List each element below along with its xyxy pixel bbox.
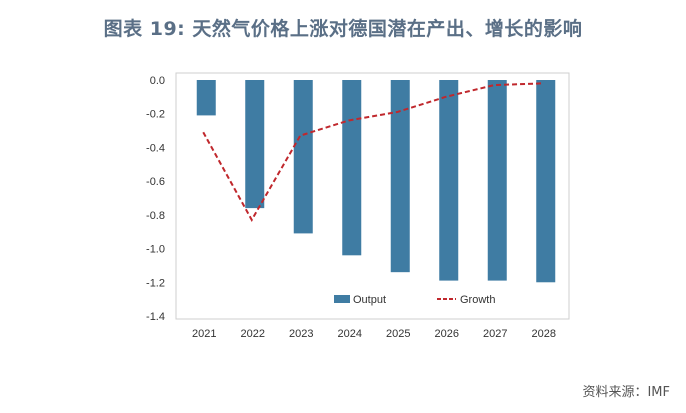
output-bars xyxy=(196,80,556,283)
y-axis: 0.0 -0.2 -0.4 -0.6 -0.8 -1.0 -1.2 -1.4 xyxy=(146,75,165,323)
x-tick-label: 2024 xyxy=(338,328,362,340)
output-bar-2024 xyxy=(342,80,362,256)
x-tick-label: 2023 xyxy=(289,328,313,340)
output-bar-2027 xyxy=(487,80,507,281)
x-axis: 2021 2022 2023 2024 2025 2026 2027 2028 xyxy=(192,328,556,340)
legend-label-growth: Growth xyxy=(460,294,495,306)
x-tick-label: 2025 xyxy=(386,328,410,340)
y-tick-label: -1.4 xyxy=(146,311,165,323)
y-tick-label: -0.8 xyxy=(146,210,165,222)
output-bar-2028 xyxy=(536,80,556,283)
growth-line xyxy=(202,82,543,222)
x-tick-label: 2021 xyxy=(192,328,216,340)
output-bar-2026 xyxy=(439,80,459,281)
legend: Output Growth xyxy=(334,294,495,306)
output-bar-2025 xyxy=(390,80,410,273)
output-bar-2023 xyxy=(293,80,313,234)
source-note: 资料来源：IMF xyxy=(582,385,670,400)
growth-series-line xyxy=(202,82,543,222)
legend-swatch-output xyxy=(334,295,350,303)
y-tick-label: -1.0 xyxy=(146,244,165,256)
y-tick-label: -1.2 xyxy=(146,277,165,289)
output-bar-2021 xyxy=(196,80,216,116)
y-tick-label: 0.0 xyxy=(150,75,165,87)
plot-frame xyxy=(175,72,570,320)
y-tick-label: -0.2 xyxy=(146,109,165,121)
output-bar-2022 xyxy=(245,80,265,209)
x-tick-label: 2026 xyxy=(435,328,459,340)
x-tick-label: 2027 xyxy=(483,328,507,340)
x-tick-label: 2028 xyxy=(532,328,556,340)
y-tick-label: -0.6 xyxy=(146,176,165,188)
y-tick-label: -0.4 xyxy=(146,142,165,154)
x-tick-label: 2022 xyxy=(241,328,265,340)
chart-title: 图表 19: 天然气价格上涨对德国潜在产出、增长的影响 xyxy=(103,18,583,40)
legend-label-output: Output xyxy=(353,294,386,306)
